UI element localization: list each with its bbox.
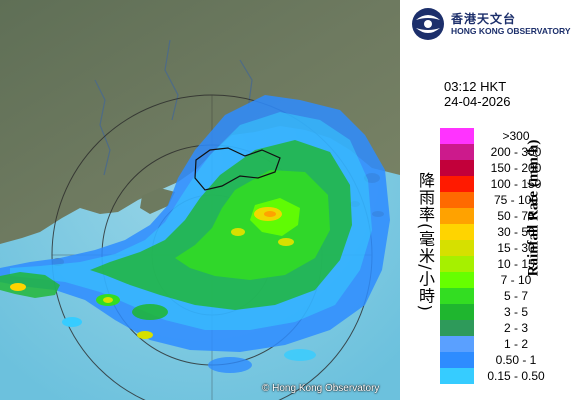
rainfall-legend: >300 200 - 300 150 - 200 100 - 150 75 - … xyxy=(440,128,560,384)
legend-label: 50 - 75 xyxy=(497,209,535,223)
logo-name-english: HONG KONG OBSERVATORY xyxy=(451,26,571,36)
legend-row: 2 - 3 xyxy=(440,320,560,336)
legend-row: 3 - 5 xyxy=(440,304,560,320)
legend-row: 150 - 200 xyxy=(440,160,560,176)
rivers xyxy=(94,39,253,176)
legend-label: 200 - 300 xyxy=(490,145,542,159)
radar-map: © Hong Kong Observatory xyxy=(0,0,400,400)
legend-row: 0.15 - 0.50 xyxy=(440,368,560,384)
legend-swatch xyxy=(440,256,474,272)
legend-title-english: Rainfall Rate (mm/h) xyxy=(525,139,542,277)
legend-row: 0.50 - 1 xyxy=(440,352,560,368)
legend-row: 75 - 100 xyxy=(440,192,560,208)
radar-echoes xyxy=(0,95,390,373)
legend-swatch xyxy=(440,160,474,176)
copyright-text: © Hong Kong Observatory xyxy=(262,383,380,394)
mainland-area xyxy=(0,0,400,244)
observation-time: 03:12 HKT xyxy=(444,79,507,94)
logo-name-chinese: 香港天文台 xyxy=(451,12,517,26)
legend-label: 150 - 200 xyxy=(490,161,542,175)
legend-label: 5 - 7 xyxy=(503,289,528,303)
legend-label: 30 - 50 xyxy=(497,225,535,239)
legend-label: 3 - 5 xyxy=(503,305,528,319)
legend-title-chinese: 降雨率(毫米/小時) xyxy=(416,172,435,312)
legend-label: 7 - 10 xyxy=(500,273,532,287)
legend-swatch xyxy=(440,144,474,160)
legend-swatch xyxy=(440,272,474,288)
legend-row: 1 - 2 xyxy=(440,336,560,352)
legend-label: 1 - 2 xyxy=(503,337,528,351)
legend-row: >300 xyxy=(440,128,560,144)
legend-label: 10 - 15 xyxy=(497,257,535,271)
observation-date: 24-04-2026 xyxy=(444,94,511,109)
legend-swatch xyxy=(440,208,474,224)
legend-swatch xyxy=(440,240,474,256)
legend-label: 15 - 30 xyxy=(497,241,535,255)
hko-logo-icon xyxy=(412,8,444,40)
legend-row: 200 - 300 xyxy=(440,144,560,160)
legend-label: 0.15 - 0.50 xyxy=(487,369,545,383)
legend-swatch xyxy=(440,288,474,304)
legend-row: 15 - 30 xyxy=(440,240,560,256)
legend-panel: 香港天文台 HONG KONG OBSERVATORY 03:12 HKT 24… xyxy=(400,0,577,400)
legend-swatch xyxy=(440,368,474,384)
hk-coastline xyxy=(194,147,281,191)
legend-swatch xyxy=(440,352,474,368)
legend-label: >300 xyxy=(502,129,530,143)
peninsula-area xyxy=(140,188,175,214)
legend-row: 50 - 75 xyxy=(440,208,560,224)
legend-label: 75 - 100 xyxy=(493,193,539,207)
legend-label: 0.50 - 1 xyxy=(495,353,537,367)
legend-swatch xyxy=(440,336,474,352)
radar-map-image xyxy=(0,0,400,400)
legend-row: 100 - 150 xyxy=(440,176,560,192)
legend-row: 10 - 15 xyxy=(440,256,560,272)
legend-swatch xyxy=(440,224,474,240)
legend-swatch xyxy=(440,320,474,336)
legend-swatch xyxy=(440,176,474,192)
legend-label: 100 - 150 xyxy=(490,177,542,191)
legend-row: 5 - 7 xyxy=(440,288,560,304)
legend-swatch xyxy=(440,128,474,144)
legend-row: 7 - 10 xyxy=(440,272,560,288)
legend-row: 30 - 50 xyxy=(440,224,560,240)
legend-swatch xyxy=(440,192,474,208)
legend-label: 2 - 3 xyxy=(503,321,528,335)
legend-swatch xyxy=(440,304,474,320)
